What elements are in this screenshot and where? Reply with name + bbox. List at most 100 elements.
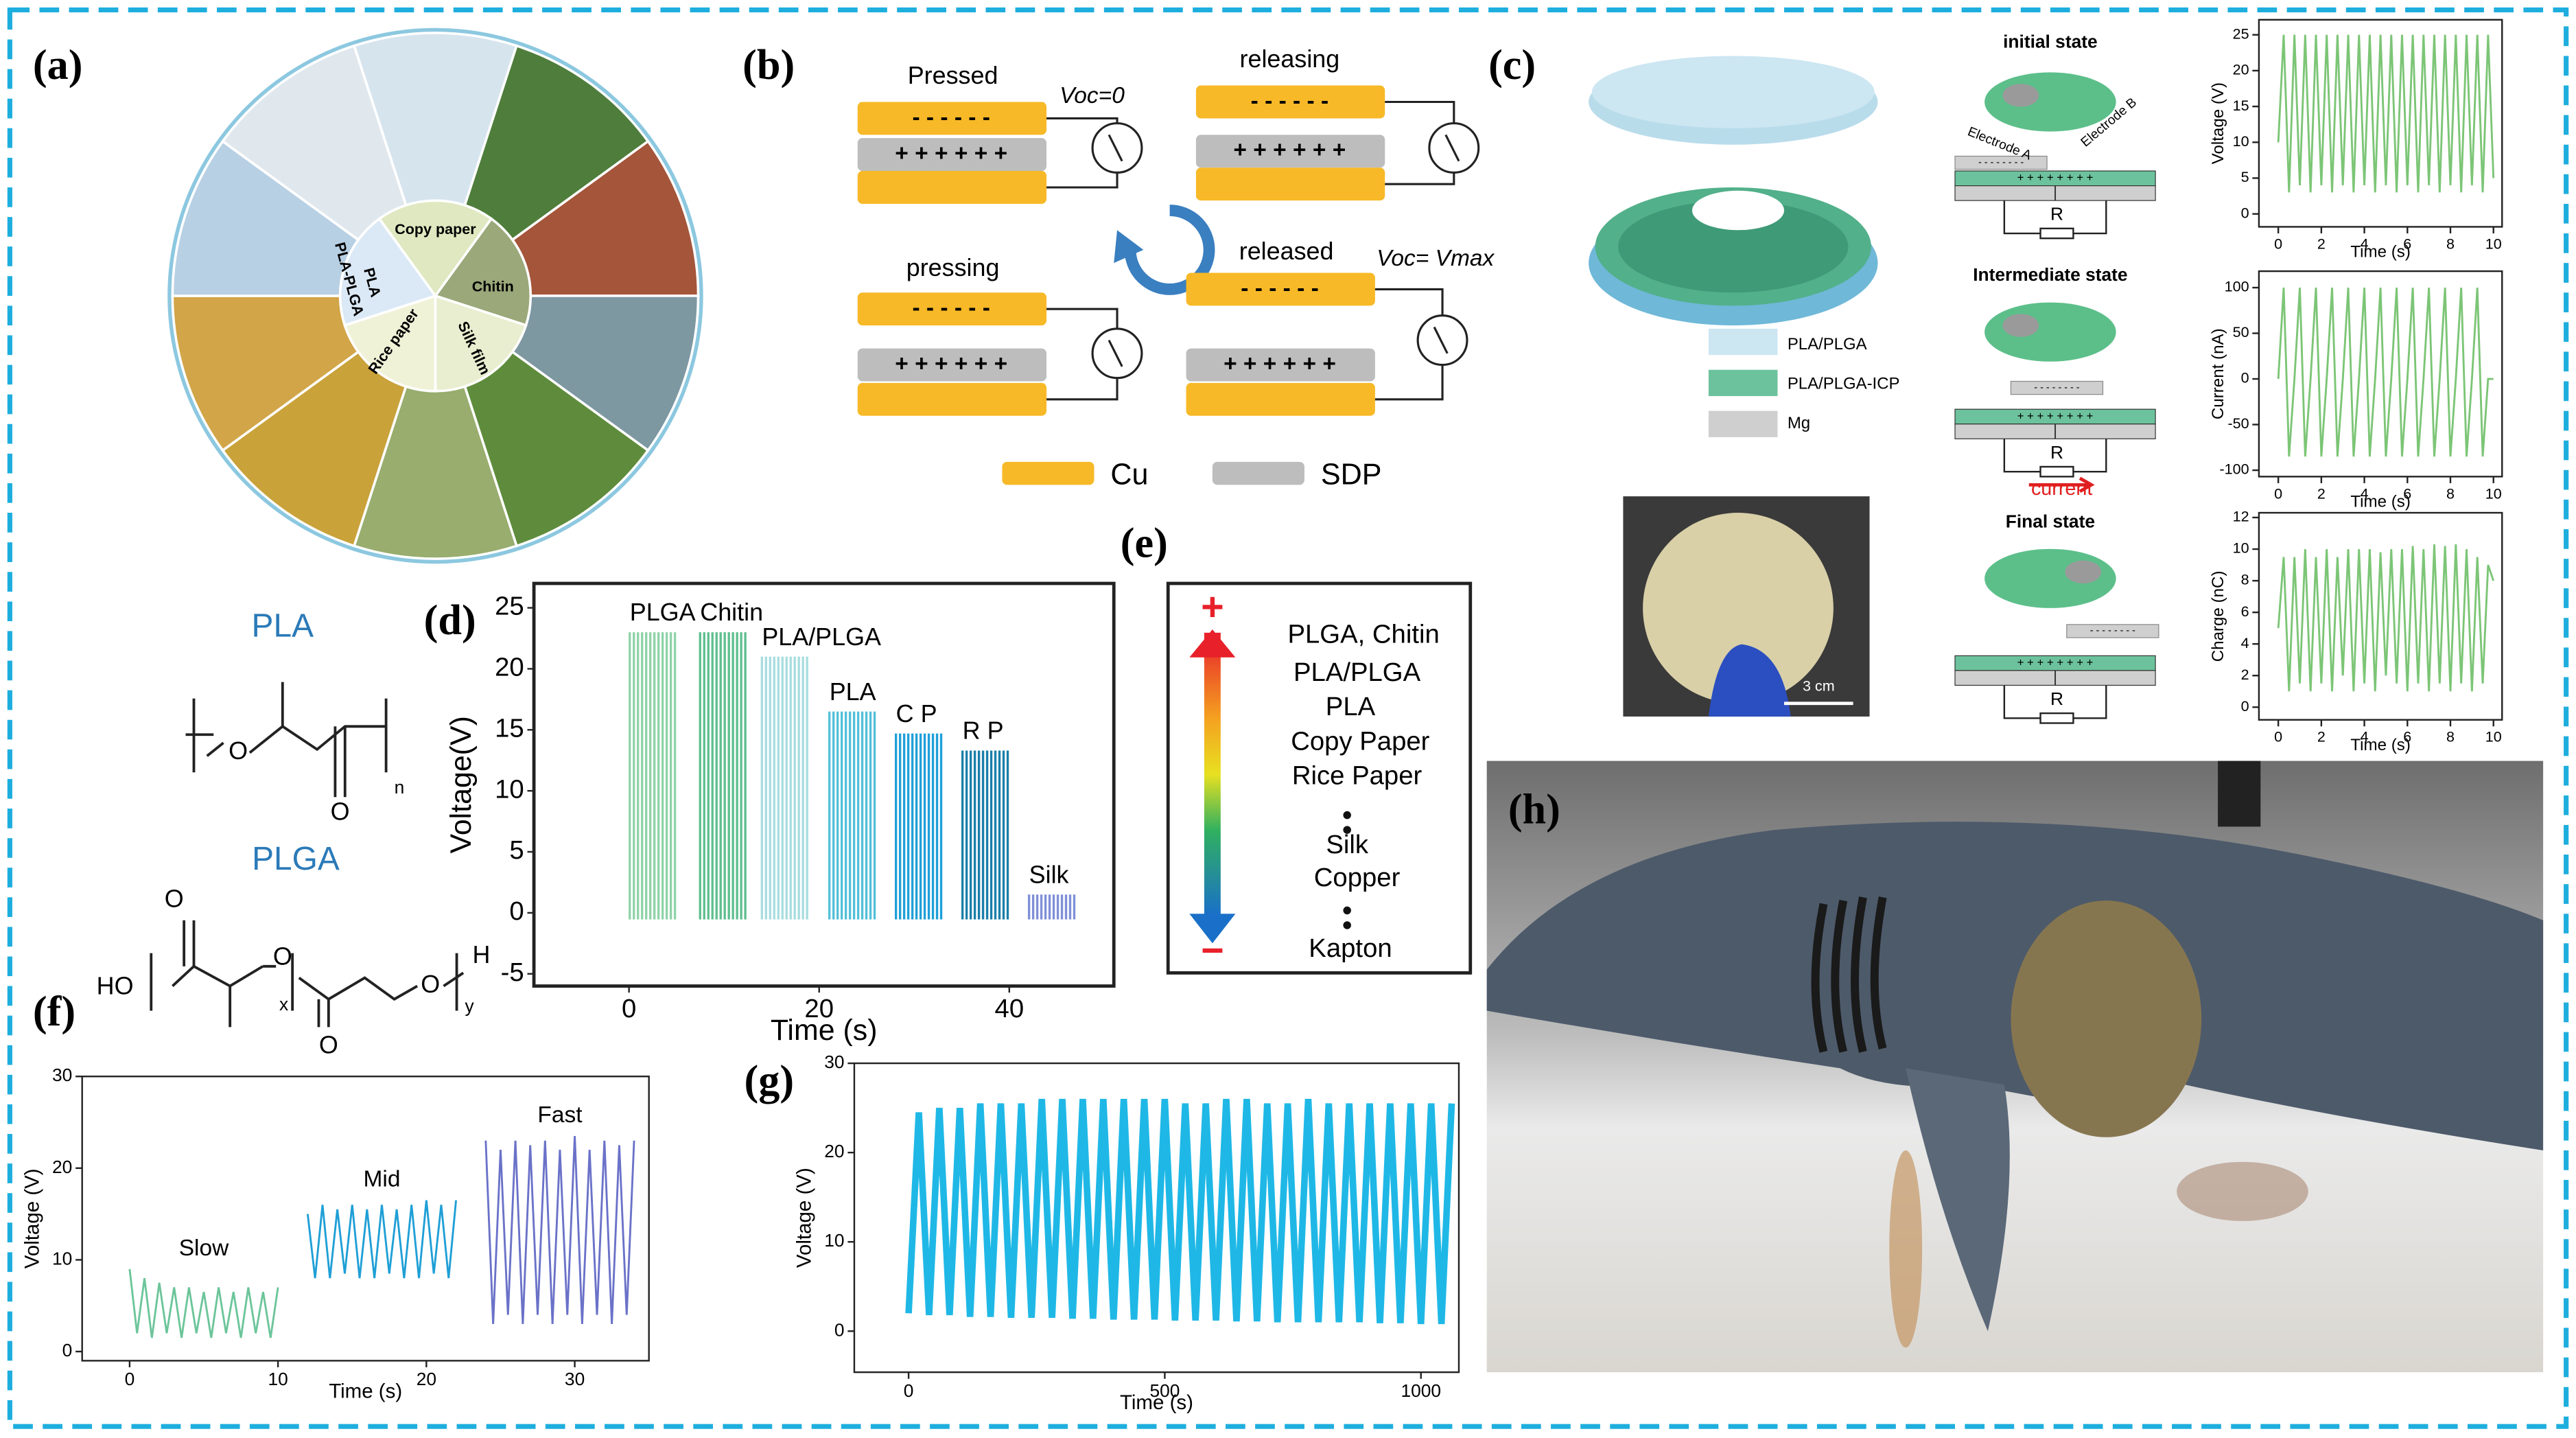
y-tick-label: -5 bbox=[501, 958, 524, 987]
category-label: PLGA bbox=[630, 598, 696, 626]
legend-label: Cu bbox=[1110, 459, 1148, 491]
state-disk bbox=[1984, 302, 2116, 362]
y-tick-label: 0 bbox=[2241, 205, 2249, 221]
x-tick-label: 0 bbox=[2274, 729, 2282, 745]
ranking-arrow-shaft bbox=[1204, 632, 1221, 916]
charge-label: - - - - - - - - bbox=[1978, 157, 2024, 168]
x-tick-label: 4 bbox=[2361, 485, 2369, 502]
charge-label: - - - - - - - - bbox=[2090, 625, 2135, 636]
atom: O bbox=[273, 942, 292, 970]
sdp-layer bbox=[1195, 135, 1385, 168]
y-tick-label: 4 bbox=[2241, 635, 2249, 651]
circuit-wire bbox=[1046, 117, 1119, 189]
series-line bbox=[484, 1136, 635, 1325]
x-tick-label: 1000 bbox=[1401, 1380, 1441, 1401]
top-electrode bbox=[2066, 624, 2159, 638]
category-label: R P bbox=[963, 717, 1004, 745]
series-label: Mid bbox=[363, 1167, 400, 1192]
chemistry-texts: PLA O O n PLGA HO O O x O O H y bbox=[97, 607, 491, 1058]
panel-label: (e) bbox=[1121, 520, 1168, 567]
wheel-sector bbox=[433, 217, 532, 327]
category-label: PLA/PLGA bbox=[762, 623, 881, 651]
legend-swatch bbox=[1708, 369, 1778, 397]
charge-label: - - - - - - bbox=[1241, 275, 1318, 301]
plga-structure bbox=[150, 920, 465, 1028]
y-tick-label: 6 bbox=[2241, 603, 2249, 620]
series-label: Slow bbox=[179, 1236, 229, 1261]
cu-plate bbox=[857, 292, 1047, 326]
y-axis-label: Voltage (V) bbox=[21, 1168, 43, 1268]
top-electrode bbox=[1954, 155, 2048, 170]
category-label: C P bbox=[896, 699, 937, 728]
cu-plate bbox=[1195, 167, 1385, 201]
category-label: PLA bbox=[830, 677, 876, 706]
x-tick-label: 0 bbox=[622, 994, 636, 1023]
legend-swatch bbox=[1708, 410, 1778, 437]
current-arrow bbox=[2028, 476, 2095, 493]
wheel-photo bbox=[352, 32, 519, 300]
y-tick-label: 20 bbox=[2233, 62, 2249, 78]
circuit-wire bbox=[2003, 439, 2107, 473]
charge-label: + + + + + + + + bbox=[2017, 656, 2094, 669]
ranking-item: Copy Paper bbox=[1291, 726, 1429, 756]
y-tick-label: 0 bbox=[62, 1340, 73, 1360]
teng-device bbox=[2011, 901, 2202, 1137]
x-tick-label: 10 bbox=[268, 1369, 288, 1389]
plus-sign: + bbox=[1201, 585, 1224, 629]
ranking-item: Copper bbox=[1314, 863, 1401, 892]
figure-border bbox=[7, 7, 2569, 1429]
chart: 0 10 20 30 0 500 1000 Time (s) Voltage (V) bbox=[793, 1052, 1460, 1414]
resistor-label: R bbox=[2050, 442, 2063, 463]
ranking-item: PLA bbox=[1326, 692, 1376, 721]
voltmeter bbox=[1416, 314, 1468, 367]
ranking-arrowhead bbox=[1189, 629, 1236, 658]
voltmeter-needle bbox=[1444, 134, 1460, 162]
circuit-wire bbox=[1385, 100, 1455, 185]
state-label: releasing bbox=[1240, 45, 1340, 73]
resistor bbox=[2039, 712, 2074, 724]
charge-label: + + + + + + bbox=[895, 351, 1007, 376]
ranking-item: PLGA, Chitin bbox=[1287, 620, 1439, 649]
cu-plate bbox=[857, 382, 1047, 416]
voltmeter-needle bbox=[1433, 326, 1449, 354]
x-axis-label: Time (s) bbox=[2350, 243, 2411, 262]
voltage-burst bbox=[828, 711, 876, 920]
x-tick-label: 6 bbox=[2403, 729, 2411, 745]
y-tick-label: 0 bbox=[509, 896, 524, 926]
x-tick-label: 6 bbox=[2403, 485, 2411, 502]
state-label: Pressed bbox=[908, 61, 998, 89]
cu-plate bbox=[1195, 85, 1385, 119]
state-electrode bbox=[2065, 560, 2102, 583]
series-line bbox=[2277, 287, 2494, 457]
y-tick-label: 15 bbox=[2233, 97, 2249, 114]
state-label: pressing bbox=[906, 253, 1000, 281]
x-axis-label: Time (s) bbox=[2350, 492, 2411, 511]
y-tick-label: 0 bbox=[834, 1319, 845, 1340]
y-tick-label: 30 bbox=[824, 1052, 844, 1072]
ranking-texts: + − PLGA, Chitin PLA/PLGA PLA Copy Paper… bbox=[1201, 585, 1440, 972]
y-axis-label: Voltage (V) bbox=[2209, 82, 2227, 164]
y-tick-label: 20 bbox=[52, 1157, 72, 1177]
atom: y bbox=[465, 996, 475, 1017]
charge-label: - - - - - - bbox=[912, 295, 990, 321]
series-line bbox=[128, 1268, 279, 1338]
atom: x bbox=[279, 994, 288, 1014]
x-tick-label: 30 bbox=[565, 1369, 585, 1389]
resistor-label: R bbox=[2050, 204, 2063, 224]
antenna bbox=[2218, 761, 2261, 827]
cycle-arrowhead bbox=[1114, 230, 1144, 264]
sdp-swatch bbox=[1212, 461, 1304, 485]
category-label: Silk bbox=[1029, 860, 1069, 888]
voltmeter-needle bbox=[1108, 339, 1123, 367]
y-axis-label: Voltage (V) bbox=[793, 1168, 816, 1268]
y-tick-label: 10 bbox=[824, 1230, 844, 1251]
y-axis-label: Voltage(V) bbox=[445, 716, 478, 853]
y-tick-label: -100 bbox=[2219, 461, 2249, 478]
shark-photo bbox=[1486, 761, 2544, 1373]
y-tick-label: 15 bbox=[495, 713, 524, 743]
y-tick-label: 12 bbox=[2233, 509, 2249, 525]
cu-plate bbox=[857, 102, 1047, 135]
dot bbox=[1343, 811, 1351, 820]
